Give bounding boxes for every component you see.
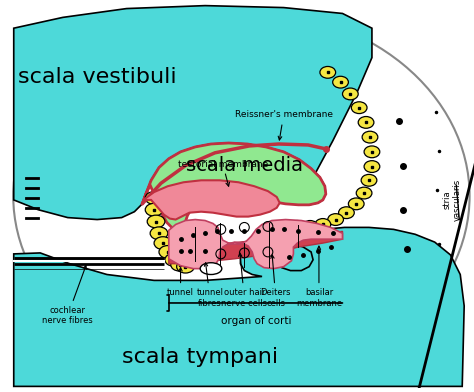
- Ellipse shape: [361, 174, 377, 186]
- Text: basilar
membrane: basilar membrane: [296, 246, 342, 308]
- Text: stria
vascularis: stria vascularis: [443, 179, 462, 221]
- Ellipse shape: [338, 207, 354, 219]
- Ellipse shape: [290, 221, 305, 232]
- Ellipse shape: [348, 198, 364, 210]
- Text: tunnel
fibres: tunnel fibres: [197, 263, 224, 308]
- Text: scala vestibuli: scala vestibuli: [18, 67, 176, 87]
- Ellipse shape: [165, 253, 182, 266]
- Polygon shape: [143, 180, 280, 220]
- Text: Deiters
cells: Deiters cells: [261, 255, 291, 308]
- Ellipse shape: [150, 227, 168, 240]
- Ellipse shape: [328, 214, 344, 225]
- Text: organ of corti: organ of corti: [221, 316, 292, 326]
- Ellipse shape: [159, 245, 177, 258]
- Ellipse shape: [320, 67, 336, 78]
- Text: Reissner's membrane: Reissner's membrane: [235, 111, 333, 140]
- Ellipse shape: [171, 258, 189, 271]
- Ellipse shape: [343, 88, 358, 100]
- Ellipse shape: [177, 260, 194, 273]
- Text: cochlear
nerve fibres: cochlear nerve fibres: [42, 265, 93, 325]
- Polygon shape: [169, 231, 343, 264]
- Ellipse shape: [154, 237, 172, 249]
- Ellipse shape: [13, 9, 470, 383]
- Ellipse shape: [145, 192, 163, 204]
- Ellipse shape: [147, 215, 165, 228]
- Polygon shape: [14, 227, 464, 387]
- Polygon shape: [14, 5, 372, 220]
- Polygon shape: [169, 220, 343, 269]
- Text: scala tympani: scala tympani: [122, 347, 278, 367]
- Ellipse shape: [364, 146, 380, 158]
- Text: outer hair
nerve cells: outer hair nerve cells: [221, 253, 267, 308]
- Ellipse shape: [356, 187, 372, 199]
- Ellipse shape: [145, 203, 163, 216]
- Ellipse shape: [364, 161, 380, 172]
- Ellipse shape: [351, 102, 367, 114]
- Ellipse shape: [362, 131, 378, 143]
- Text: scala media: scala media: [186, 156, 303, 175]
- Text: tectorial membrane: tectorial membrane: [178, 160, 268, 186]
- Ellipse shape: [333, 76, 348, 88]
- Ellipse shape: [302, 221, 318, 232]
- Ellipse shape: [315, 219, 331, 230]
- Polygon shape: [142, 143, 326, 232]
- Ellipse shape: [200, 263, 222, 274]
- Ellipse shape: [358, 116, 374, 128]
- Text: tunnel: tunnel: [167, 268, 194, 297]
